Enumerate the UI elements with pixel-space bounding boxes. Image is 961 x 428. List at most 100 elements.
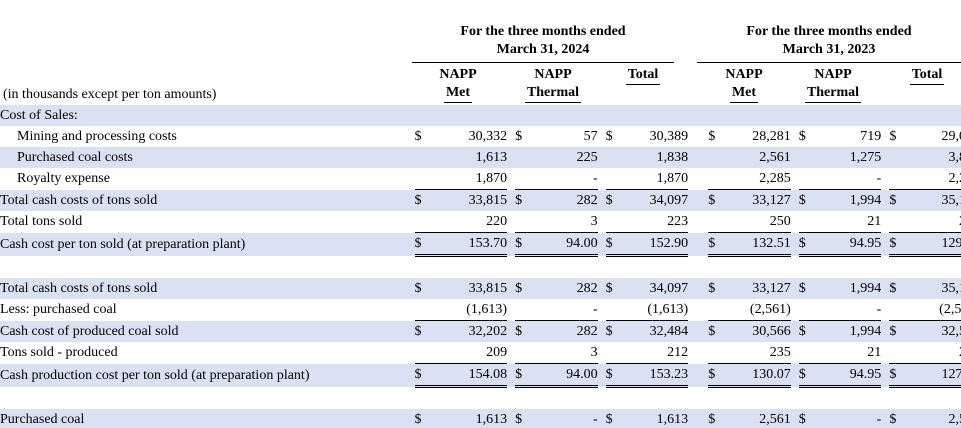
period-2023-underline xyxy=(697,62,961,63)
column-gap xyxy=(597,232,606,256)
column-header-line1: NAPP xyxy=(814,67,852,82)
value-cell: 2,561 xyxy=(730,147,791,168)
value-cell: 3,836 xyxy=(911,147,961,168)
currency-symbol: $ xyxy=(414,189,437,211)
column-gap xyxy=(790,409,799,428)
column-gap xyxy=(881,342,889,364)
row-label xyxy=(0,387,415,410)
value-cell: 152.90 xyxy=(627,232,689,257)
value-cell: 29,000 xyxy=(941,129,961,144)
column-gap xyxy=(881,211,889,233)
currency-symbol: $ xyxy=(798,363,821,388)
value-cell: 235 xyxy=(769,345,791,360)
column-gap xyxy=(881,256,889,279)
value-cell: 212 xyxy=(667,345,689,360)
value-cell: 30,389 xyxy=(649,129,689,144)
currency-symbol xyxy=(606,299,628,321)
column-gap xyxy=(507,387,515,410)
row-label: Tons sold - produced xyxy=(0,345,118,361)
currency-symbol xyxy=(515,299,537,321)
currency-symbol: $ xyxy=(889,278,912,299)
currency-symbol xyxy=(889,256,911,279)
column-gap xyxy=(597,147,606,168)
table-row: Total cash costs of tons sold $33,815 $282… xyxy=(0,189,961,211)
column-gap xyxy=(688,278,709,299)
currency-symbol: $ xyxy=(515,363,538,388)
currency-symbol xyxy=(605,105,628,126)
table-row: Cash cost of produced coal sold $32,202 $2… xyxy=(0,320,961,342)
column-gap xyxy=(507,363,516,387)
column-gap xyxy=(598,387,606,410)
column-header-line2: Total xyxy=(625,66,661,85)
currency-symbol xyxy=(605,147,628,168)
value-cell xyxy=(628,387,688,410)
row-label: Total cash costs of tons sold xyxy=(0,278,415,299)
row-label: Total tons sold xyxy=(0,214,83,230)
currency-symbol xyxy=(708,387,730,410)
row-label: Cost of Sales: xyxy=(0,105,415,126)
currency-symbol: $ xyxy=(889,189,912,211)
value-cell: 32,202 xyxy=(436,320,508,342)
column-gap xyxy=(688,409,709,428)
row-label: Less: purchased coal xyxy=(0,302,117,318)
value-cell: - xyxy=(592,171,598,186)
column-gap xyxy=(597,409,606,428)
spacer-row xyxy=(0,387,961,410)
value-cell: 35,121 xyxy=(911,189,961,211)
column-gap xyxy=(881,387,889,410)
currency-symbol xyxy=(889,299,911,321)
value-cell: 220 xyxy=(486,214,508,229)
value-cell: 3 xyxy=(590,345,598,360)
currency-symbol: $ xyxy=(889,363,912,388)
column-header-line2: Met xyxy=(443,84,473,103)
row-label: Total cash costs of tons sold xyxy=(0,189,415,211)
value-cell: 1,994 xyxy=(820,278,882,299)
currency-symbol: $ xyxy=(515,278,538,299)
currency-symbol: $ xyxy=(798,129,806,144)
currency-symbol: $ xyxy=(515,232,538,257)
column-header-line1: NAPP xyxy=(534,67,572,82)
currency-symbol: $ xyxy=(605,409,628,428)
currency-symbol: $ xyxy=(414,278,437,299)
value-cell: 256 xyxy=(911,342,961,364)
currency-symbol: $ xyxy=(889,409,912,428)
column-header-1: NAPP Met xyxy=(412,66,504,103)
value-cell: 1,838 xyxy=(627,147,689,168)
value-cell xyxy=(537,387,597,410)
currency-symbol xyxy=(415,299,437,321)
value-cell: - xyxy=(820,409,882,428)
column-gap xyxy=(790,278,799,299)
column-gap xyxy=(507,278,516,299)
column-gap xyxy=(507,211,515,233)
currency-symbol xyxy=(415,168,437,190)
column-gap xyxy=(598,342,606,364)
period-2024-line2: March 31, 2024 xyxy=(496,42,590,57)
currency-symbol xyxy=(798,105,821,126)
table-row: Royalty expense 1,870 - 1,870 2,285 - 2,285 xyxy=(0,168,961,190)
column-gap xyxy=(688,105,709,126)
value-cell xyxy=(627,105,689,126)
column-gap xyxy=(881,409,890,428)
currency-symbol xyxy=(415,387,437,410)
row-label: Purchased coal costs xyxy=(0,147,415,168)
table-row: Purchased coal costs 1,613 225 1,838 2,561 1,… xyxy=(0,147,961,168)
currency-symbol xyxy=(708,299,730,321)
currency-symbol: $ xyxy=(708,409,731,428)
column-gap xyxy=(791,387,799,410)
currency-symbol: $ xyxy=(708,320,731,342)
column-gap xyxy=(597,320,606,342)
currency-symbol xyxy=(799,168,821,190)
value-cell: 282 xyxy=(537,320,598,342)
value-cell: 32,484 xyxy=(627,320,689,342)
currency-symbol xyxy=(606,387,628,410)
value-cell: 94.00 xyxy=(537,232,598,257)
cost-table: Cost of Sales: Mining and processing cost… xyxy=(0,105,961,428)
column-gap xyxy=(597,363,606,387)
column-gap xyxy=(790,147,799,168)
table-row: Cost of Sales: xyxy=(0,105,961,126)
column-gap xyxy=(881,299,889,321)
currency-symbol xyxy=(415,342,437,364)
value-cell: 1,994 xyxy=(820,320,882,342)
column-gap xyxy=(881,278,890,299)
